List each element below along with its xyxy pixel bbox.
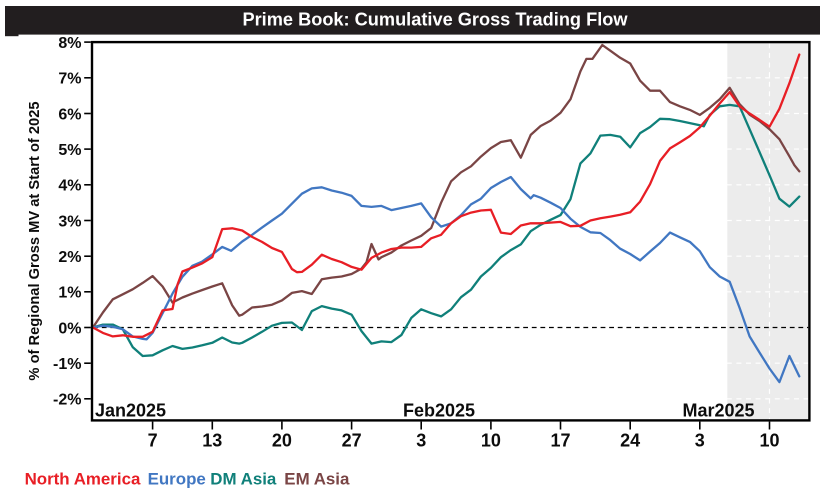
svg-text:7: 7 [148,431,158,451]
svg-text:27: 27 [342,431,362,451]
svg-text:Feb2025: Feb2025 [403,401,475,421]
svg-text:EM Asia: EM Asia [284,469,350,488]
svg-text:6%: 6% [58,106,81,123]
svg-text:Prime Book: Cumulative Gross T: Prime Book: Cumulative Gross Trading Flo… [242,9,628,29]
svg-text:3: 3 [695,431,705,451]
svg-text:1%: 1% [58,285,81,302]
svg-text:13: 13 [202,431,222,451]
svg-text:-2%: -2% [53,392,81,409]
svg-text:Europe: Europe [148,469,206,488]
svg-text:Jan2025: Jan2025 [95,401,166,421]
svg-text:17: 17 [550,431,570,451]
svg-text:% of Regional Gross MV at Star: % of Regional Gross MV at Start of 2025 [27,101,43,380]
svg-text:5%: 5% [58,142,81,159]
svg-text:10: 10 [759,431,779,451]
svg-text:-1%: -1% [53,356,81,373]
svg-text:10: 10 [481,431,501,451]
svg-text:7%: 7% [58,71,81,88]
svg-text:3: 3 [416,431,426,451]
svg-text:3%: 3% [58,213,81,230]
svg-text:4%: 4% [58,178,81,195]
svg-text:24: 24 [620,431,640,451]
svg-text:0%: 0% [58,320,81,337]
svg-text:DM Asia: DM Asia [210,469,277,488]
svg-text:20: 20 [272,431,292,451]
svg-text:2%: 2% [58,249,81,266]
svg-text:Mar2025: Mar2025 [683,401,755,421]
svg-text:North America: North America [25,469,141,488]
svg-text:8%: 8% [58,35,81,52]
